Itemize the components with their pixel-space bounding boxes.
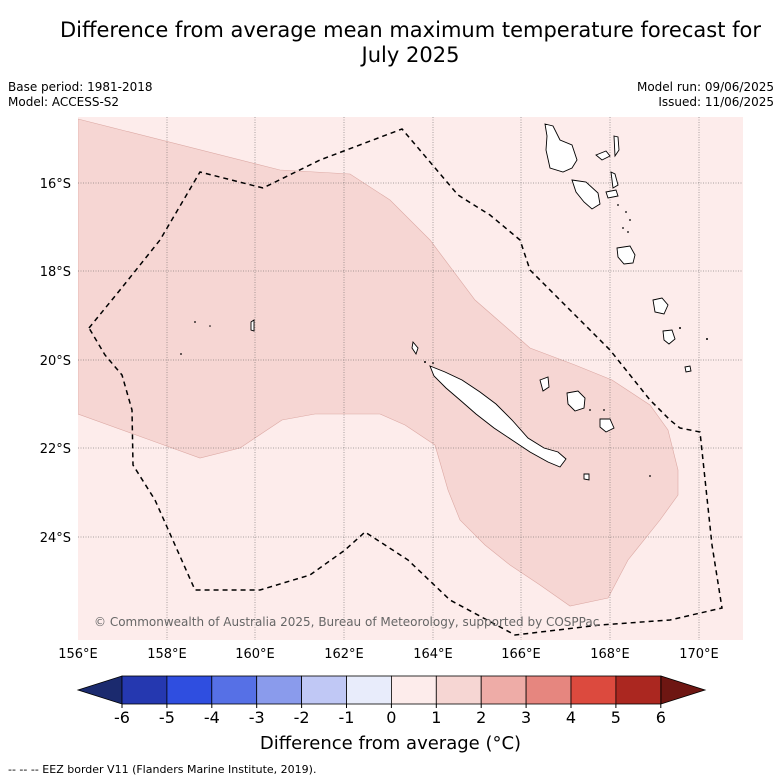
colorbar-tick-label: -6 (114, 708, 130, 727)
colorbar-cell (211, 675, 258, 705)
island-maewo (613, 135, 620, 158)
lat-label-22s: 22°S (40, 442, 71, 457)
colorbar-cell (121, 675, 168, 705)
colorbar-high-extension (660, 675, 707, 705)
colorbar-tick-label: -2 (294, 708, 310, 727)
island-rennell (250, 319, 255, 332)
colorbar-tick-label: -3 (249, 708, 265, 727)
lat-label-18s: 18°S (40, 265, 71, 280)
colorbar-cell (435, 675, 482, 705)
colorbar-cell (570, 675, 617, 705)
island-mare (599, 418, 615, 433)
meta-right: Model run: 09/06/2025 Issued: 11/06/2025 (637, 80, 774, 110)
colorbar-tick-label: 3 (521, 708, 531, 727)
region-1-to-2 (78, 118, 679, 607)
colorbar-cells (121, 675, 662, 705)
title-line-2: July 2025 (361, 43, 460, 67)
lon-label-162e: 162°E (324, 647, 364, 662)
colorbar-tick-label: -5 (159, 708, 175, 727)
colorbar-label: Difference from average (°C) (259, 733, 522, 754)
colorbar-low-extension (76, 675, 123, 705)
colorbar-cell (346, 675, 392, 705)
colorbar-tick-label: 6 (656, 708, 666, 727)
colorbar-cell (615, 675, 662, 705)
colorbar-cell (480, 675, 527, 705)
island-aneityum (684, 365, 692, 373)
island-lifou (566, 390, 586, 412)
colorbar-tick-label: -4 (204, 708, 220, 727)
lon-label-168e: 168°E (590, 647, 630, 662)
island-ambae (595, 150, 611, 161)
lat-labels: 16°S 18°S 20°S 22°S 24°S (40, 177, 71, 546)
colorbar-cell (166, 675, 213, 705)
lon-labels: 156°E 158°E 160°E 162°E 164°E 166°E 168°… (58, 647, 719, 662)
lon-label-158e: 158°E (147, 647, 187, 662)
base-period: Base period: 1981-2018 (8, 80, 153, 94)
colorbar-tick-label: 1 (431, 708, 441, 727)
eez-border (88, 128, 723, 636)
colorbar-tick-label: 5 (611, 708, 621, 727)
colorbar-cell (390, 675, 437, 705)
island-espiritu-santo (544, 123, 578, 173)
colorbar-cell (525, 675, 572, 705)
lon-label-156e: 156°E (58, 647, 98, 662)
lon-label-166e: 166°E (501, 647, 541, 662)
lat-label-20s: 20°S (40, 354, 71, 369)
lon-label-164e: 164°E (413, 647, 453, 662)
colorbar-ticks: -6 -5 -4 -3 -2 -1 0 1 2 3 4 5 6 (114, 704, 666, 727)
island-efate (616, 245, 636, 265)
colorbar-tick-label: 0 (386, 708, 396, 727)
meta-left: Base period: 1981-2018 Model: ACCESS-S2 (8, 80, 153, 110)
island-new-caledonia (429, 365, 567, 468)
lon-label-170e: 170°E (679, 647, 719, 662)
lat-label-16s: 16°S (40, 177, 71, 192)
island-ambrym (605, 189, 619, 199)
island-erromango (652, 297, 669, 315)
island-pentecost (610, 171, 619, 189)
colorbar-tick-label: 2 (476, 708, 486, 727)
issued-date: Issued: 11/06/2025 (658, 95, 774, 109)
islets (180, 204, 708, 477)
colorbar-cell (301, 675, 347, 705)
eez-footnote: -- -- -- EEZ border V11 (Flanders Marine… (8, 763, 317, 776)
island-belep (411, 340, 419, 356)
lon-label-160e: 160°E (235, 647, 275, 662)
colorbar: -6 -5 -4 -3 -2 -1 0 1 2 3 4 5 6 (76, 675, 707, 727)
model-name: Model: ACCESS-S2 (8, 95, 120, 109)
title-line-1: Difference from average mean maximum tem… (60, 18, 761, 42)
lat-label-24s: 24°S (40, 531, 71, 546)
island-tanna (662, 329, 676, 345)
islands (250, 123, 692, 481)
map-title: Difference from average mean maximum tem… (20, 18, 781, 68)
copyright-text: © Commonwealth of Australia 2025, Bureau… (94, 615, 599, 629)
colorbar-cell (256, 675, 303, 705)
gridlines (78, 117, 743, 640)
island-isle-of-pines (583, 473, 590, 481)
island-ouvea (539, 376, 550, 392)
model-run: Model run: 09/06/2025 (636, 80, 774, 94)
island-malakula (571, 179, 601, 210)
colorbar-tick-label: 4 (566, 708, 576, 727)
colorbar-tick-label: -1 (339, 708, 355, 727)
